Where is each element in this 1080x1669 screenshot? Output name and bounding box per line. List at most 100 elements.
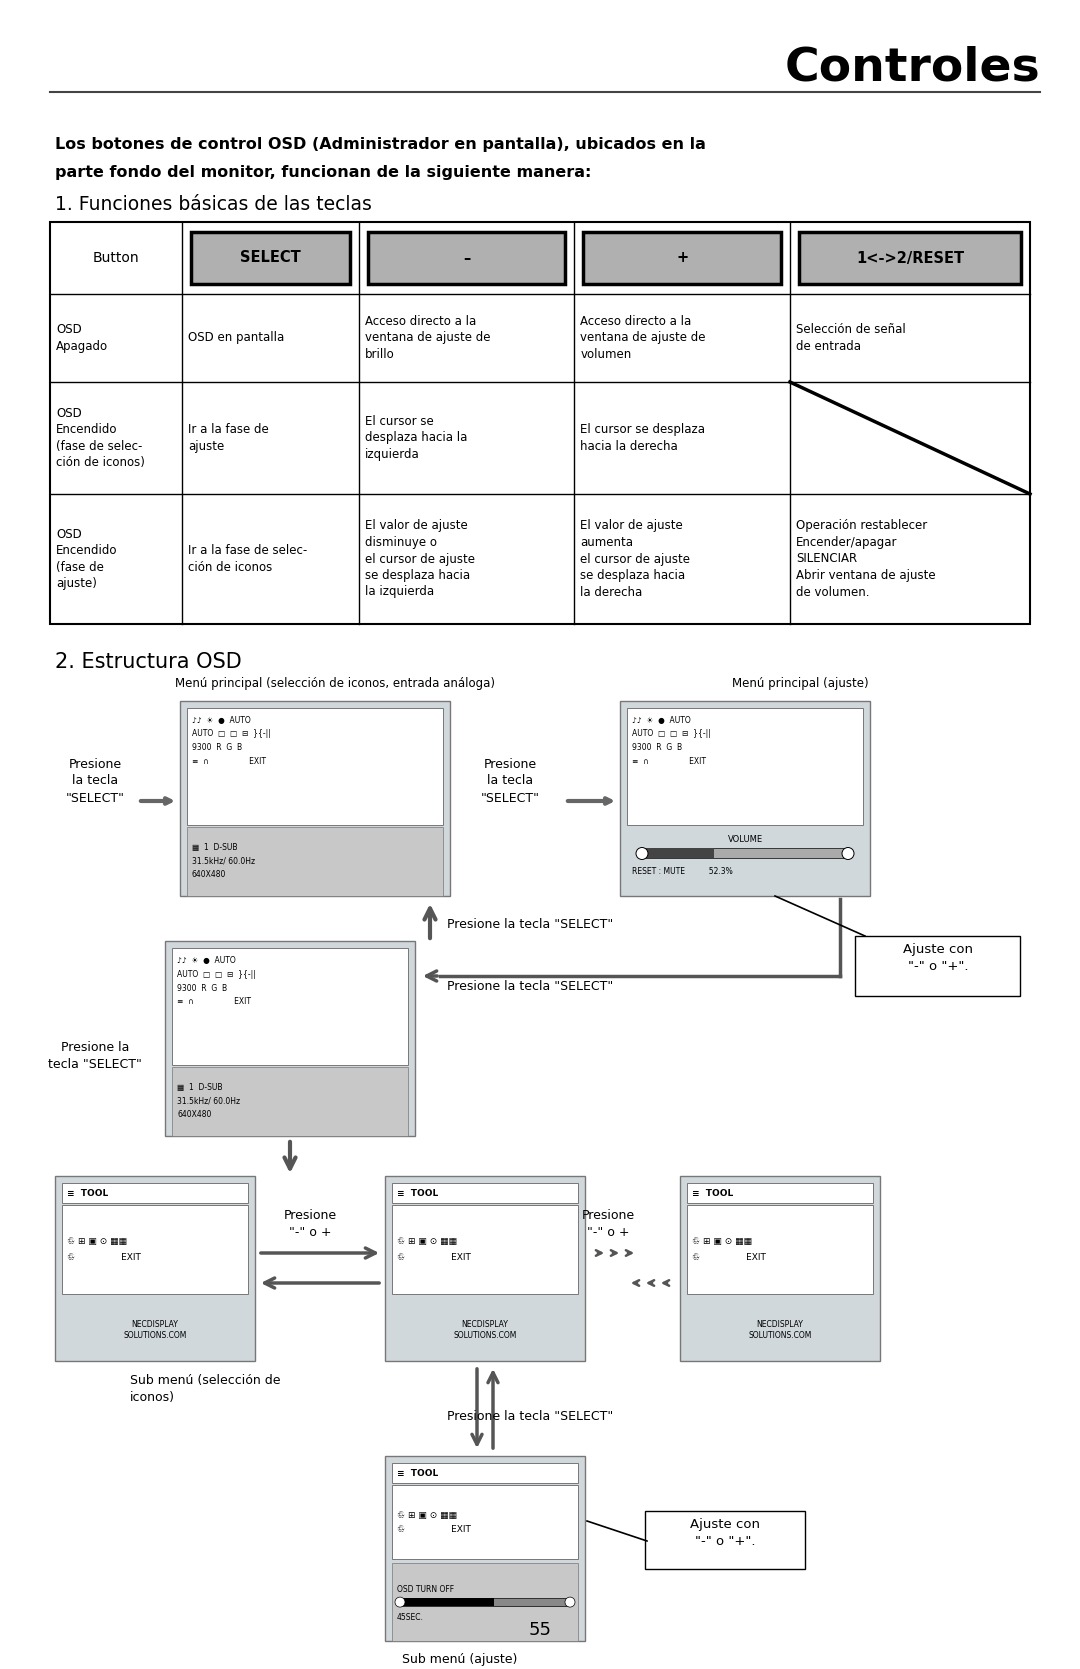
Bar xyxy=(187,828,443,896)
Text: 31.5kHz/ 60.0Hz: 31.5kHz/ 60.0Hz xyxy=(192,856,255,866)
Bar xyxy=(392,1464,578,1484)
Text: Presione
la tecla
"SELECT": Presione la tecla "SELECT" xyxy=(481,758,540,804)
Text: Presione la
tecla "SELECT": Presione la tecla "SELECT" xyxy=(49,1041,141,1071)
Bar xyxy=(50,222,1030,624)
Text: ≡  TOOL: ≡ TOOL xyxy=(692,1188,733,1197)
Bar xyxy=(583,232,781,284)
Circle shape xyxy=(395,1597,405,1607)
Text: parte fondo del monitor, funcionan de la siguiente manera:: parte fondo del monitor, funcionan de la… xyxy=(55,165,592,180)
Text: El cursor se
desplaza hacia la
izquierda: El cursor se desplaza hacia la izquierda xyxy=(365,416,467,461)
Text: OSD TURN OFF: OSD TURN OFF xyxy=(397,1584,454,1594)
Text: El valor de ajuste
disminuye o
el cursor de ajuste
se desplaza hacia
la izquierd: El valor de ajuste disminuye o el cursor… xyxy=(365,519,475,599)
Text: RESET : MUTE          52.3%: RESET : MUTE 52.3% xyxy=(632,866,732,876)
Text: ♪♪  ☀  ●  AUTO: ♪♪ ☀ ● AUTO xyxy=(632,716,691,724)
Bar xyxy=(384,1177,585,1360)
Text: Acceso directo a la
ventana de ajuste de
volumen: Acceso directo a la ventana de ajuste de… xyxy=(580,315,706,361)
Text: NECDISPLAY
SOLUTIONS.COM: NECDISPLAY SOLUTIONS.COM xyxy=(454,1320,516,1340)
Circle shape xyxy=(565,1597,575,1607)
Text: Ajuste con
"-" o "+".: Ajuste con "-" o "+". xyxy=(690,1519,760,1549)
Bar xyxy=(191,232,350,284)
Bar xyxy=(172,948,408,1065)
Text: Selección de señal
de entrada: Selección de señal de entrada xyxy=(796,324,906,352)
Bar xyxy=(367,232,565,284)
Text: ▦  1  D-SUB: ▦ 1 D-SUB xyxy=(192,843,238,851)
Text: ≡  TOOL: ≡ TOOL xyxy=(397,1469,438,1477)
Bar xyxy=(627,708,863,824)
Bar xyxy=(680,1177,880,1360)
Bar xyxy=(55,1177,255,1360)
Text: AUTO  □  □  ⊟  }{-||: AUTO □ □ ⊟ }{-|| xyxy=(177,970,256,978)
Text: Los botones de control OSD (Administrador en pantalla), ubicados en la: Los botones de control OSD (Administrado… xyxy=(55,137,706,152)
Text: ≡  ∩                 EXIT: ≡ ∩ EXIT xyxy=(177,996,251,1005)
Text: ≡  TOOL: ≡ TOOL xyxy=(397,1188,438,1197)
Bar xyxy=(620,701,870,896)
Text: AUTO  □  □  ⊟  }{-||: AUTO □ □ ⊟ }{-|| xyxy=(192,729,271,738)
Text: 1. Funciones básicas de las teclas: 1. Funciones básicas de las teclas xyxy=(55,195,372,215)
Text: VOLUME: VOLUME xyxy=(728,834,762,845)
Bar xyxy=(645,1510,805,1569)
Text: El cursor se desplaza
hacia la derecha: El cursor se desplaza hacia la derecha xyxy=(580,424,705,452)
Text: Presione
la tecla
"SELECT": Presione la tecla "SELECT" xyxy=(66,758,124,804)
Text: –: – xyxy=(463,250,470,265)
Text: AUTO  □  □  ⊟  }{-||: AUTO □ □ ⊟ }{-|| xyxy=(632,729,711,738)
Text: ≡  TOOL: ≡ TOOL xyxy=(67,1188,108,1197)
Text: OSD en pantalla: OSD en pantalla xyxy=(188,332,284,344)
Bar xyxy=(392,1205,578,1293)
Bar xyxy=(187,708,443,824)
Text: Button: Button xyxy=(93,250,139,265)
Bar xyxy=(687,1183,873,1203)
Text: ≡  ∩                 EXIT: ≡ ∩ EXIT xyxy=(632,756,706,766)
Text: 2. Estructura OSD: 2. Estructura OSD xyxy=(55,653,242,673)
Bar xyxy=(392,1485,578,1559)
Bar xyxy=(400,1599,494,1606)
Text: OSD
Encendido
(fase de
ajuste): OSD Encendido (fase de ajuste) xyxy=(56,527,118,591)
Text: Operación restablecer
Encender/apagar
SILENCIAR
Abrir ventana de ajuste
de volum: Operación restablecer Encender/apagar SI… xyxy=(796,519,935,599)
Text: ♪♪  ☀  ●  AUTO: ♪♪ ☀ ● AUTO xyxy=(177,955,235,965)
Text: 45SEC.: 45SEC. xyxy=(397,1612,423,1622)
Bar xyxy=(172,1066,408,1137)
Text: ♲ ⊞ ▣ ⊙ ▦▦: ♲ ⊞ ▣ ⊙ ▦▦ xyxy=(397,1510,457,1519)
Text: Presione la tecla "SELECT": Presione la tecla "SELECT" xyxy=(447,980,613,993)
Bar xyxy=(165,941,415,1137)
Text: 1<->2/RESET: 1<->2/RESET xyxy=(855,250,964,265)
Bar xyxy=(392,1183,578,1203)
Text: 9300  R  G  B: 9300 R G B xyxy=(192,743,242,753)
Text: ♲                EXIT: ♲ EXIT xyxy=(67,1253,140,1262)
Text: Acceso directo a la
ventana de ajuste de
brillo: Acceso directo a la ventana de ajuste de… xyxy=(365,315,490,361)
Text: Ir a la fase de selec-
ción de iconos: Ir a la fase de selec- ción de iconos xyxy=(188,544,308,574)
Text: El valor de ajuste
aumenta
el cursor de ajuste
se desplaza hacia
la derecha: El valor de ajuste aumenta el cursor de … xyxy=(580,519,690,599)
Bar xyxy=(642,848,714,858)
Bar xyxy=(799,232,1021,284)
Text: 55: 55 xyxy=(528,1621,552,1639)
Text: ♲                EXIT: ♲ EXIT xyxy=(692,1253,766,1262)
Text: 640X480: 640X480 xyxy=(177,1110,212,1118)
Text: 9300  R  G  B: 9300 R G B xyxy=(632,743,683,753)
Text: 31.5kHz/ 60.0Hz: 31.5kHz/ 60.0Hz xyxy=(177,1097,240,1107)
Bar xyxy=(62,1183,248,1203)
Text: NECDISPLAY
SOLUTIONS.COM: NECDISPLAY SOLUTIONS.COM xyxy=(123,1320,187,1340)
Text: Presione la tecla "SELECT": Presione la tecla "SELECT" xyxy=(447,918,613,931)
Text: ♲ ⊞ ▣ ⊙ ▦▦: ♲ ⊞ ▣ ⊙ ▦▦ xyxy=(692,1237,752,1247)
Text: ♪♪  ☀  ●  AUTO: ♪♪ ☀ ● AUTO xyxy=(192,716,251,724)
Text: 9300  R  G  B: 9300 R G B xyxy=(177,983,227,993)
Text: Ajuste con
"-" o "+".: Ajuste con "-" o "+". xyxy=(903,943,973,973)
Text: Menú principal (ajuste): Menú principal (ajuste) xyxy=(731,678,868,691)
Text: 640X480: 640X480 xyxy=(192,870,227,880)
Text: SELECT: SELECT xyxy=(240,250,301,265)
Text: OSD
Apagado: OSD Apagado xyxy=(56,324,108,352)
Text: Menú principal (selección de iconos, entrada análoga): Menú principal (selección de iconos, ent… xyxy=(175,678,495,691)
Bar xyxy=(855,936,1020,996)
Bar xyxy=(400,1599,570,1606)
Text: Presione la tecla "SELECT": Presione la tecla "SELECT" xyxy=(447,1410,613,1422)
Text: Presione
"-" o +: Presione "-" o + xyxy=(283,1208,337,1238)
Text: Presione
"-" o +: Presione "-" o + xyxy=(581,1208,635,1238)
Text: NECDISPLAY
SOLUTIONS.COM: NECDISPLAY SOLUTIONS.COM xyxy=(748,1320,812,1340)
Circle shape xyxy=(842,848,854,860)
Bar xyxy=(687,1205,873,1293)
Text: Sub menú (ajuste): Sub menú (ajuste) xyxy=(403,1652,517,1666)
Text: OSD
Encendido
(fase de selec-
ción de iconos): OSD Encendido (fase de selec- ción de ic… xyxy=(56,407,145,469)
Text: Sub menú (selección de
iconos): Sub menú (selección de iconos) xyxy=(130,1374,281,1404)
Text: Ir a la fase de
ajuste: Ir a la fase de ajuste xyxy=(188,424,269,452)
Text: ♲                EXIT: ♲ EXIT xyxy=(397,1253,471,1262)
Text: ♲ ⊞ ▣ ⊙ ▦▦: ♲ ⊞ ▣ ⊙ ▦▦ xyxy=(397,1237,457,1247)
